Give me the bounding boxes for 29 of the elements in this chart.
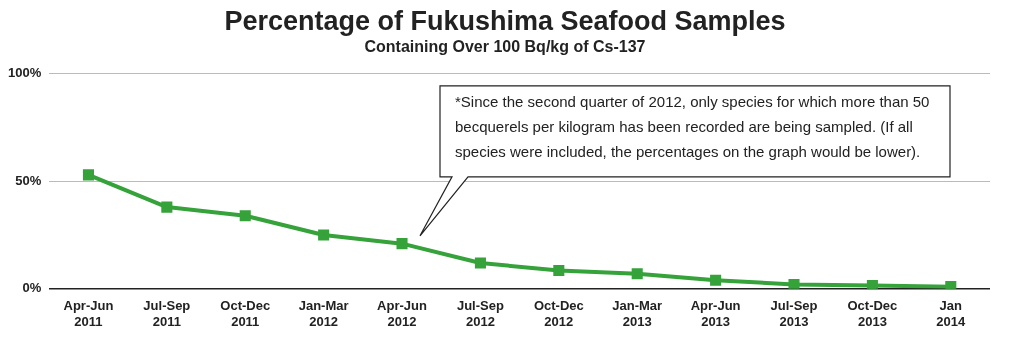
x-tick-label: Jul-Sep 2012 <box>456 298 504 329</box>
y-tick-label: 50% <box>15 172 42 188</box>
x-tick-label: Jul-Sep 2011 <box>143 298 191 329</box>
point <box>474 257 486 269</box>
point <box>239 210 251 222</box>
x-tick-label: Jan-Mar 2013 <box>612 298 663 329</box>
y-tick-label: 100% <box>8 65 42 81</box>
x-tick-label: Jan 2014 <box>936 298 967 329</box>
point <box>396 238 408 250</box>
x-tick-label: Apr-Jun 2012 <box>377 298 427 329</box>
x-tick-label: Apr-Jun 2013 <box>690 298 741 329</box>
point <box>318 229 330 241</box>
point <box>788 278 800 289</box>
point <box>866 280 878 289</box>
point <box>710 274 722 286</box>
point <box>553 264 565 277</box>
chart-title: Percentage of Fukushima Seafood Samples <box>223 6 787 36</box>
y-tick-label: 0% <box>22 280 42 296</box>
x-tick-label: Oct-Dec 2012 <box>533 298 584 329</box>
chart-subtitle: Containing Over 100 Bq/kg of Cs-137 <box>363 37 647 57</box>
x-tick-label: Jul-Sep 2013 <box>770 298 818 329</box>
x-tick-label: Oct-Dec 2011 <box>220 298 271 329</box>
annotation: *Since the second quarter of 2012, only species for which more than 50 becquerels per kilogram has been recorded are being sampled. (If all species were included, the percentages on the graph would be lower). <box>455 93 930 161</box>
x-tick-label: Oct-Dec 2013 <box>847 298 898 329</box>
x-tick-label: Jan-Mar 2012 <box>298 298 349 329</box>
point <box>161 201 173 213</box>
x-tick-label: Apr-Jun 2011 <box>63 298 114 329</box>
point <box>82 169 94 181</box>
point <box>631 268 643 280</box>
